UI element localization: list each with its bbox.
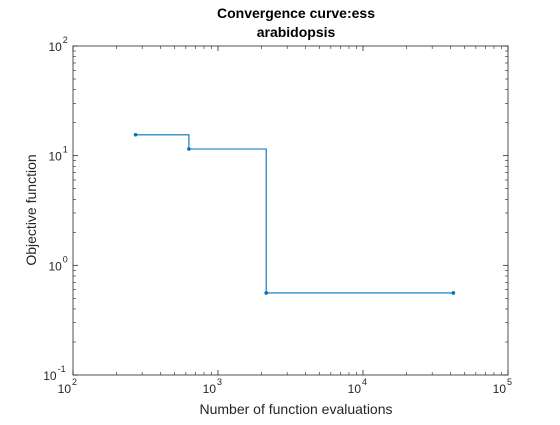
y-tick-label-exponent: 0 [63,254,68,264]
x-axis-label: Number of function evaluations [200,401,393,417]
data-point [133,132,138,137]
y-tick-label-exponent: 1 [63,145,68,155]
x-tick-label: 10 [203,382,217,396]
x-axis-ticks: 10 2 10 3 10 4 10 5 [58,46,512,396]
plot-area [72,45,509,376]
x-tick-label: 10 [348,382,362,396]
x-tick-label-exponent: 5 [507,377,512,387]
y-tick-label-exponent: 2 [63,35,68,45]
y-tick-label-exponent: -1 [58,364,66,374]
series-layer [133,132,456,295]
x-tick-label-exponent: 2 [72,377,77,387]
chart-title-line-1: Convergence curve:ess [217,5,375,21]
data-point [264,291,269,295]
y-tick-label: 10 [48,259,62,273]
y-axis-label: Objective function [23,154,39,265]
series-line-convergence [135,134,454,294]
x-tick-label: 10 [58,382,72,396]
x-tick-label: 10 [493,382,507,396]
data-point [187,147,191,151]
y-tick-label: 10 [48,40,62,54]
x-tick-label-exponent: 3 [217,377,222,387]
y-tick-label: 10 [48,150,62,164]
data-point [451,291,456,295]
chart-title-line-2: arabidopsis [257,24,336,40]
x-tick-label-exponent: 4 [362,377,367,387]
y-tick-label: 10 [43,369,57,383]
